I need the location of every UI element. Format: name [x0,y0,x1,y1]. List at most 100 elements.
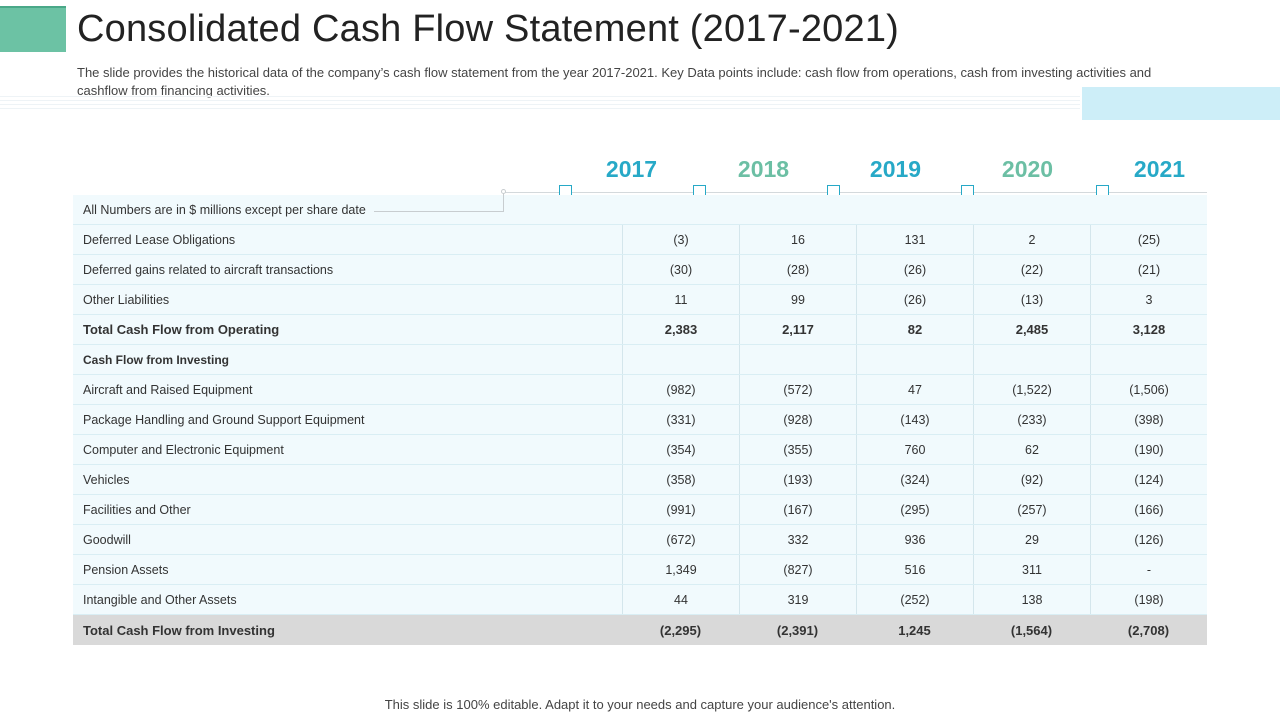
cell-value: (331) [622,405,739,434]
cell-value: (190) [1090,435,1207,464]
cell-value: (22) [973,255,1090,284]
cell-value: (143) [856,405,973,434]
cell-value: (3) [622,225,739,254]
connector-dot [501,189,506,194]
cell-value: (572) [739,375,856,404]
cell-value: 29 [973,525,1090,554]
table-row: Goodwill (672) 332 936 29 (126) [73,525,1207,555]
year-label-2020: 2020 [1001,156,1054,182]
row-label: Deferred gains related to aircraft trans… [83,262,334,277]
cell-value: (1,522) [973,375,1090,404]
cell-value: (358) [622,465,739,494]
cell-value: (2,295) [659,622,702,638]
cell-value: 2,383 [622,315,739,344]
cell-value [856,345,973,374]
cell-value: 99 [739,285,856,314]
row-label: Vehicles [83,472,130,487]
cell-value: (324) [856,465,973,494]
cell-value: (193) [739,465,856,494]
accent-block [0,6,66,52]
year-label-2021: 2021 [1133,156,1186,182]
total-operating-row: Total Cash Flow from Operating 2,383 2,1… [73,315,1207,345]
cell-value: 3,128 [1090,315,1207,344]
row-label: Aircraft and Raised Equipment [83,382,253,397]
cell-value: 138 [973,585,1090,614]
cell-value: (28) [739,255,856,284]
table-row: Computer and Electronic Equipment (354) … [73,435,1207,465]
table-row: Aircraft and Raised Equipment (982) (572… [73,375,1207,405]
footer-note: This slide is 100% editable. Adapt it to… [384,697,896,712]
cell-value: (252) [856,585,973,614]
row-label: Total Cash Flow from Investing [83,622,275,638]
row-label: Facilities and Other [83,502,191,517]
cell-value: 936 [856,525,973,554]
cell-value: 760 [856,435,973,464]
cell-value: 2,485 [973,315,1090,344]
cell-value: (233) [973,405,1090,434]
slide-subtitle: The slide provides the historical data o… [77,65,1152,98]
cell-value: 1,245 [898,622,931,638]
cell-value: 62 [973,435,1090,464]
cell-value: 16 [739,225,856,254]
table-row: Facilities and Other (991) (167) (295) (… [73,495,1207,525]
row-label: Intangible and Other Assets [83,592,237,607]
cell-value: 319 [739,585,856,614]
cell-value: (991) [622,495,739,524]
cell-value: 82 [856,315,973,344]
cell-value: (1,506) [1090,375,1207,404]
cell-value: (198) [1090,585,1207,614]
row-label: Goodwill [83,532,131,547]
cell-value: (295) [856,495,973,524]
table-row: Pension Assets 1,349 (827) 516 311 - [73,555,1207,585]
cell-value: 332 [739,525,856,554]
section-label: Cash Flow from Investing [83,352,230,367]
cell-value: 2,117 [739,315,856,344]
units-note: All Numbers are in $ millions except per… [83,202,366,217]
total-investing-row: Total Cash Flow from Investing (2,295) (… [73,615,1207,645]
row-label: Computer and Electronic Equipment [83,442,284,457]
row-label: Deferred Lease Obligations [83,232,236,247]
cell-value: (167) [739,495,856,524]
decorative-box [1082,87,1280,120]
cell-value [622,345,739,374]
cell-value: (13) [973,285,1090,314]
cell-value: (354) [622,435,739,464]
cell-value: 47 [856,375,973,404]
accent-line [0,6,66,8]
table-row: Vehicles (358) (193) (324) (92) (124) [73,465,1207,495]
cell-value: (2,391) [776,622,819,638]
cell-value: (21) [1090,255,1207,284]
cell-value: (25) [1090,225,1207,254]
cell-value: (30) [622,255,739,284]
cell-value: (827) [739,555,856,584]
cell-value: (398) [1090,405,1207,434]
table-row: Package Handling and Ground Support Equi… [73,405,1207,435]
cell-value: (126) [1090,525,1207,554]
note-connector-line [374,192,504,212]
cell-value: (92) [973,465,1090,494]
cell-value: 3 [1090,285,1207,314]
cell-value: (355) [739,435,856,464]
cell-value: (166) [1090,495,1207,524]
year-label-2018: 2018 [737,156,790,182]
cell-value: (928) [739,405,856,434]
cell-value: 516 [856,555,973,584]
cell-value: (26) [856,255,973,284]
table-row: Deferred gains related to aircraft trans… [73,255,1207,285]
cell-value: 131 [856,225,973,254]
year-label-2017: 2017 [605,156,658,182]
cell-value: - [1090,555,1207,584]
section-header-row: Cash Flow from Investing [73,345,1207,375]
cell-value: 11 [622,285,739,314]
cell-value: (982) [622,375,739,404]
cell-value: 1,349 [622,555,739,584]
cell-value: (257) [973,495,1090,524]
table-row: Other Liabilities 11 99 (26) (13) 3 [73,285,1207,315]
cell-value [739,345,856,374]
table-row: Intangible and Other Assets 44 319 (252)… [73,585,1207,615]
cell-value [973,345,1090,374]
table-note-row: All Numbers are in $ millions except per… [73,195,1207,225]
row-label: Pension Assets [83,562,169,577]
cell-value: 2 [973,225,1090,254]
cell-value: (124) [1090,465,1207,494]
